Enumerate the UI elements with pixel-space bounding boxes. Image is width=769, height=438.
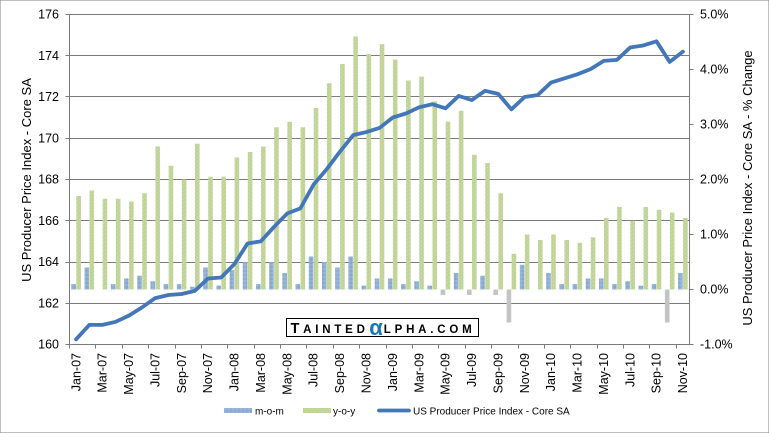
svg-text:Nov-07: Nov-07 [201, 353, 215, 393]
svg-text:176: 176 [38, 8, 59, 22]
svg-text:May-07: May-07 [122, 353, 136, 395]
svg-text:Nov-10: Nov-10 [676, 353, 690, 393]
svg-text:y-o-y: y-o-y [333, 406, 355, 417]
svg-text:1.0%: 1.0% [700, 228, 729, 242]
svg-text:May-08: May-08 [280, 353, 294, 395]
svg-text:May-10: May-10 [597, 353, 611, 395]
svg-text:Jul-08: Jul-08 [307, 353, 321, 387]
svg-text:Sep-09: Sep-09 [491, 353, 505, 393]
svg-text:Sep-10: Sep-10 [650, 353, 664, 393]
svg-text:Sep-08: Sep-08 [333, 353, 347, 393]
svg-text:US Producer Price Index - Core: US Producer Price Index - Core SA - % Ch… [740, 50, 755, 325]
svg-text:162: 162 [38, 296, 59, 310]
svg-text:174: 174 [38, 49, 59, 63]
svg-text:Jul-07: Jul-07 [148, 353, 162, 387]
svg-text:Jul-10: Jul-10 [623, 353, 637, 387]
svg-text:-1.0%: -1.0% [700, 338, 733, 352]
svg-text:168: 168 [38, 173, 59, 187]
svg-text:0.0%: 0.0% [700, 283, 729, 297]
svg-text:5.0%: 5.0% [700, 8, 729, 22]
svg-text:Nov-09: Nov-09 [518, 353, 532, 393]
svg-text:Jan-10: Jan-10 [544, 353, 558, 391]
svg-text:160: 160 [38, 338, 59, 352]
svg-text:US Producer Price Index - Core: US Producer Price Index - Core SA [19, 78, 34, 282]
svg-text:Mar-10: Mar-10 [571, 353, 585, 393]
svg-text:US Producer Price Index - Core: US Producer Price Index - Core SA [413, 406, 570, 417]
svg-text:164: 164 [38, 255, 59, 269]
svg-text:Jan-07: Jan-07 [69, 353, 83, 391]
svg-text:Mar-08: Mar-08 [254, 353, 268, 393]
svg-text:Jul-09: Jul-09 [465, 353, 479, 387]
svg-text:2.0%: 2.0% [700, 173, 729, 187]
svg-text:m-o-m: m-o-m [255, 406, 284, 417]
svg-text:Mar-07: Mar-07 [96, 353, 110, 393]
svg-text:Mar-09: Mar-09 [412, 353, 426, 393]
svg-text:TAINTEDαLPHA.COM: TAINTEDαLPHA.COM [290, 315, 475, 340]
svg-text:Nov-08: Nov-08 [360, 353, 374, 393]
svg-text:4.0%: 4.0% [700, 63, 729, 77]
svg-text:Jan-09: Jan-09 [386, 353, 400, 391]
svg-text:166: 166 [38, 214, 59, 228]
svg-text:May-09: May-09 [439, 353, 453, 395]
svg-text:Jan-08: Jan-08 [228, 353, 242, 391]
svg-text:170: 170 [38, 131, 59, 145]
svg-text:3.0%: 3.0% [700, 118, 729, 132]
svg-text:172: 172 [38, 90, 59, 104]
svg-text:Sep-07: Sep-07 [175, 353, 189, 393]
